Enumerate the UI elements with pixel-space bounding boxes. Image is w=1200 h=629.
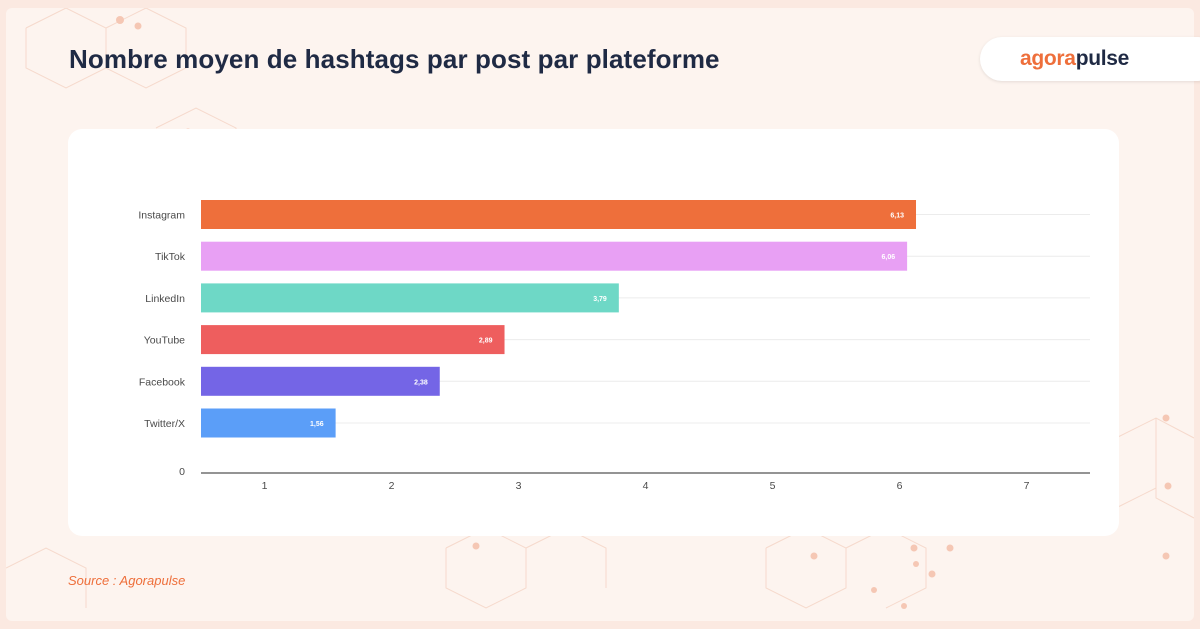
logo-text-pulse: pulse <box>1075 47 1130 70</box>
bar-instagram <box>201 200 917 229</box>
x-tick-label: 5 <box>770 480 776 492</box>
logo-text-agora: agora <box>1020 47 1076 70</box>
data-label: 1,56 <box>310 421 324 428</box>
x-tick-label: 4 <box>643 480 649 492</box>
x-tick-label: 2 <box>389 480 395 492</box>
agorapulse-logo: agorapulse <box>980 37 1200 81</box>
bar-chart: Instagram 6,13 TikTok 6,06 LinkedIn 3,79 YouTu… <box>138 200 1090 492</box>
data-label: 6,06 <box>881 254 895 261</box>
category-label: Instagram <box>138 210 185 222</box>
data-label: 6,13 <box>890 213 904 220</box>
page-title: Nombre moyen de hashtags par post par pl… <box>69 44 720 74</box>
source-note: Source : Agorapulse <box>68 573 186 588</box>
chart-card: Instagram 6,13 TikTok 6,06 LinkedIn 3,79 YouTu… <box>68 129 1119 536</box>
bar-twitterx <box>201 408 336 438</box>
x-tick-label: 3 <box>516 480 522 492</box>
category-label: Facebook <box>139 376 186 388</box>
category-label: LinkedIn <box>145 293 185 305</box>
y-zero-label: 0 <box>179 466 185 478</box>
x-tick-label: 6 <box>897 480 903 492</box>
bar-linkedin <box>201 283 619 313</box>
bar-facebook <box>201 366 440 396</box>
category-label: Twitter/X <box>144 418 185 430</box>
data-label: 3,79 <box>593 296 607 303</box>
bar-youtube <box>201 325 505 355</box>
bar-tiktok <box>201 241 908 271</box>
x-tick-label: 1 <box>262 480 268 492</box>
data-label: 2,89 <box>479 338 493 345</box>
x-tick-label: 7 <box>1024 480 1030 492</box>
logo-text: agorapulse <box>1020 47 1129 71</box>
category-label: YouTube <box>144 335 185 347</box>
category-label: TikTok <box>155 251 186 263</box>
data-label: 2,38 <box>414 379 428 386</box>
